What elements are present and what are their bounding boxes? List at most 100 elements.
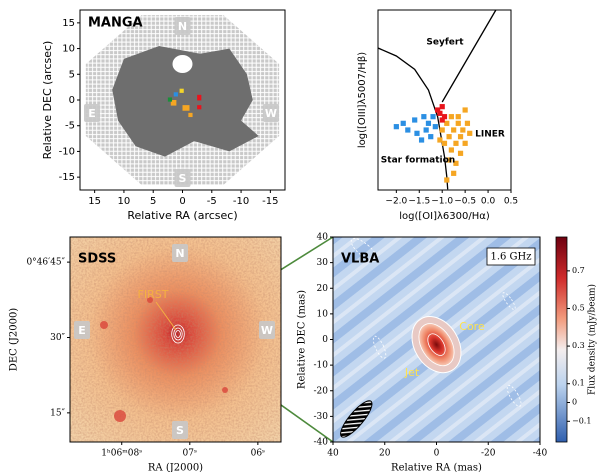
y-tick-label: 15 — [62, 18, 75, 29]
source — [222, 387, 228, 393]
compass-box — [172, 244, 188, 262]
y-tick-label: 0 — [322, 335, 328, 345]
hole — [172, 55, 193, 73]
point — [444, 177, 450, 183]
point — [439, 117, 445, 123]
first-contour — [171, 324, 185, 344]
x-tick-label: 07ˢ — [183, 449, 197, 459]
compass-label: N — [175, 247, 184, 260]
x-tick-label: −2.0 — [385, 197, 407, 207]
point — [460, 127, 466, 133]
x-axis-label: Relative RA (arcsec) — [127, 209, 237, 222]
y-tick-label: 0 — [69, 95, 75, 106]
point — [462, 140, 468, 146]
panel-content — [377, 9, 497, 190]
point — [400, 120, 406, 126]
detected-region — [112, 46, 259, 157]
x-axis-label: log([OI]λ6300/Hα) — [399, 211, 490, 222]
y-tick-label: 10 — [317, 309, 329, 319]
point — [462, 107, 468, 113]
image-noise-blue — [70, 237, 281, 442]
colorbar-tick-label: 0 — [572, 398, 577, 407]
point — [457, 150, 464, 156]
bpt-spaxel — [197, 105, 202, 110]
y-tick-label: -40 — [314, 438, 329, 448]
y-tick-label: 10 — [62, 44, 75, 55]
point — [444, 120, 450, 126]
point — [437, 110, 443, 116]
y-tick-label: 30 — [317, 258, 329, 268]
point — [421, 114, 427, 120]
annotation: FIRST — [138, 288, 169, 301]
bpt-spaxel — [197, 94, 202, 101]
y-tick-label: 40 — [317, 233, 329, 243]
neg-contour — [372, 335, 387, 359]
x-tick-label: 06ˢ — [251, 449, 265, 459]
point — [439, 104, 445, 110]
demarcation-line — [377, 47, 449, 190]
x-tick-label: 10 — [118, 196, 131, 207]
bpt-spaxel — [182, 105, 190, 111]
demarcation-line — [441, 9, 497, 103]
freq-box — [486, 247, 536, 266]
compass-box — [74, 321, 90, 339]
panel-title: SDSS — [78, 252, 116, 267]
colorbar-tick-label: −0.1 — [572, 416, 591, 425]
first-contour — [175, 330, 181, 338]
compass-label: W — [265, 107, 277, 120]
compass-label: E — [88, 107, 96, 120]
neg-contour — [506, 384, 522, 407]
panel-content — [333, 237, 540, 442]
y-tick-label: -30 — [314, 412, 329, 422]
bpt-spaxel — [167, 97, 173, 102]
point — [448, 147, 454, 153]
point — [393, 124, 399, 130]
point — [439, 127, 445, 133]
frame — [69, 236, 282, 443]
y-tick-label: 5 — [69, 69, 75, 80]
y-tick-label: -15 — [59, 172, 75, 183]
annotation: Core — [459, 320, 485, 333]
point — [451, 127, 457, 133]
point — [455, 120, 461, 126]
x-tick-label: 0.5 — [504, 197, 518, 207]
compass-label: W — [261, 324, 273, 337]
point — [414, 130, 420, 136]
annotation: Jet — [404, 366, 420, 379]
x-tick-label: 0.0 — [481, 197, 496, 207]
compass-box — [174, 17, 191, 35]
y-tick-label: 30″ — [50, 333, 65, 343]
y-axis-label: Relative DEC (arcsec) — [41, 41, 54, 160]
x-tick-label: 5 — [150, 196, 156, 207]
x-tick-label: -40 — [533, 449, 548, 459]
x-tick-label: 0 — [434, 449, 440, 459]
source — [114, 410, 126, 422]
y-tick-label: 15″ — [50, 408, 65, 418]
point — [441, 140, 448, 146]
point — [423, 127, 429, 133]
y-tick-label: 0°46′45″ — [26, 258, 65, 268]
point — [457, 134, 464, 140]
compass-box — [172, 421, 188, 439]
neg-contour — [350, 238, 378, 262]
point — [418, 137, 425, 143]
colorbar-tick-label: 0.7 — [572, 266, 585, 275]
neg-contour — [502, 292, 516, 310]
compass-label: E — [78, 324, 86, 337]
x-tick-label: -5 — [207, 196, 217, 207]
colorbar-label: Flux density (mJy/beam) — [587, 284, 598, 395]
point — [453, 140, 459, 146]
x-tick-label: −1.0 — [431, 197, 453, 207]
point — [425, 120, 432, 126]
colorbar-tick-label: 0.1 — [572, 379, 585, 388]
point — [441, 114, 448, 120]
compass-label: S — [179, 172, 187, 185]
colorbar — [555, 236, 568, 443]
annotation: Star formation — [381, 156, 455, 166]
bpt-spaxel — [179, 88, 184, 93]
point — [448, 114, 454, 120]
frequency: 1.6 GHz — [490, 252, 531, 263]
point — [430, 114, 436, 120]
y-tick-label: -5 — [65, 121, 75, 132]
panel-content — [85, 15, 280, 185]
